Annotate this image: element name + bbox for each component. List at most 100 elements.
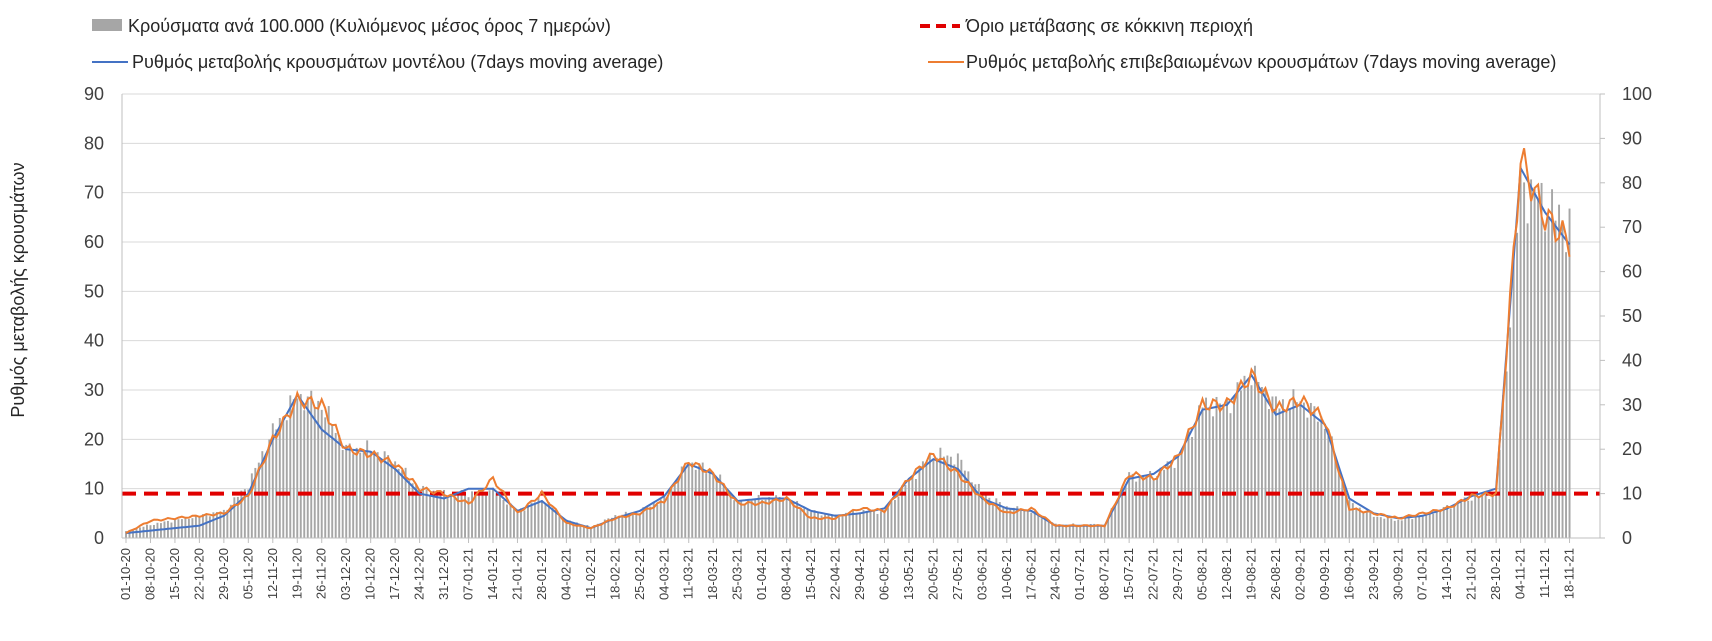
case-bar [963, 470, 966, 538]
y-right-tick-label: 60 [1622, 262, 1642, 282]
case-bar [1142, 475, 1145, 538]
case-bar [1075, 524, 1078, 538]
case-bar [292, 399, 295, 538]
case-bar [673, 484, 676, 538]
case-bar [645, 506, 648, 538]
case-bar [1341, 479, 1344, 538]
case-bar [1233, 395, 1235, 538]
x-tick-label: 15-04-21 [803, 548, 818, 600]
case-bar [153, 524, 155, 538]
x-tick-label: 25-02-21 [632, 548, 647, 600]
x-tick-label: 28-01-21 [534, 548, 549, 600]
case-bar [1030, 512, 1033, 538]
case-bar [1306, 417, 1309, 538]
case-bar [1243, 375, 1246, 538]
case-bar [362, 451, 365, 538]
legend-bars-label: Κρούσματα ανά 100.000 (Κυλιόμενος μέσος … [128, 16, 611, 36]
case-bar [1348, 499, 1351, 538]
case-bar [834, 514, 837, 538]
case-bar [715, 477, 718, 538]
case-bar [1093, 523, 1096, 538]
lines-series [125, 147, 1571, 535]
case-bar [1226, 399, 1228, 538]
case-bar [439, 492, 442, 538]
case-bar [1051, 522, 1054, 538]
case-bar [1337, 469, 1340, 538]
case-bar [1285, 409, 1288, 538]
case-bar [191, 518, 194, 538]
case-bar [859, 513, 861, 538]
case-bar [1103, 524, 1106, 538]
case-bar [226, 509, 229, 538]
case-bar [1421, 516, 1424, 538]
legend-threshold-label: Όριο μετάβασης σε κόκκινη περιοχή [965, 16, 1253, 36]
case-bar [1065, 524, 1068, 538]
case-bar [596, 523, 599, 538]
case-bar [1166, 461, 1169, 538]
case-bar [425, 489, 428, 538]
case-bar [1390, 518, 1393, 538]
y-left-tick-label: 90 [84, 84, 104, 104]
case-bar [820, 515, 823, 538]
case-bar [436, 493, 439, 538]
case-bar [474, 493, 477, 538]
case-bar [1568, 208, 1571, 539]
case-bar [1005, 506, 1008, 538]
case-bar [1407, 516, 1410, 538]
case-bar [520, 508, 522, 538]
x-tick-label: 10-06-21 [999, 548, 1014, 600]
case-bar [589, 527, 592, 538]
case-bar [775, 495, 778, 538]
case-bar [1376, 516, 1379, 538]
case-bar [813, 510, 816, 538]
case-bar [1191, 436, 1194, 538]
case-bar [303, 410, 306, 538]
case-bar [1135, 481, 1138, 538]
case-bar [1299, 401, 1302, 538]
x-tick-label: 28-10-21 [1488, 548, 1503, 600]
case-bar [1149, 470, 1152, 538]
case-bar [334, 432, 337, 538]
case-bar [1012, 507, 1015, 538]
x-tick-label: 01-10-20 [118, 548, 133, 600]
case-bar [1184, 442, 1187, 538]
case-bar [1530, 179, 1533, 539]
case-bar [977, 483, 980, 538]
case-bar [215, 511, 218, 538]
case-bar [981, 494, 984, 538]
case-bar [988, 497, 991, 538]
case-bar [1250, 385, 1253, 538]
case-bar [327, 406, 330, 538]
case-bar [540, 500, 543, 538]
case-bar [631, 512, 634, 538]
x-tick-label: 18-03-21 [705, 548, 720, 600]
x-tick-label: 21-10-21 [1464, 548, 1479, 600]
case-bar [1313, 406, 1316, 538]
case-bar [1037, 514, 1040, 538]
case-bar [254, 467, 257, 538]
case-bar [1502, 395, 1505, 538]
case-bar [1205, 397, 1207, 538]
case-bar [949, 456, 952, 538]
case-bar [411, 483, 414, 538]
case-bar [1288, 408, 1291, 538]
case-bar [1565, 252, 1567, 538]
x-tick-label: 31-12-20 [436, 548, 451, 600]
case-bar [579, 525, 582, 538]
case-bar [1533, 187, 1536, 538]
case-bar [509, 503, 512, 538]
case-bar [1163, 469, 1166, 538]
case-bar [233, 497, 236, 538]
y-right-tick-label: 50 [1622, 306, 1642, 326]
case-bar [855, 512, 858, 538]
x-tick-label: 08-10-20 [142, 548, 157, 600]
gridlines [122, 93, 1600, 490]
case-bar [506, 504, 508, 538]
case-bar [862, 509, 865, 538]
case-bar [1491, 493, 1494, 538]
case-bar [450, 494, 453, 538]
case-bar [960, 459, 963, 538]
x-tick-label: 26-08-21 [1268, 548, 1283, 600]
case-bar [1219, 403, 1221, 538]
